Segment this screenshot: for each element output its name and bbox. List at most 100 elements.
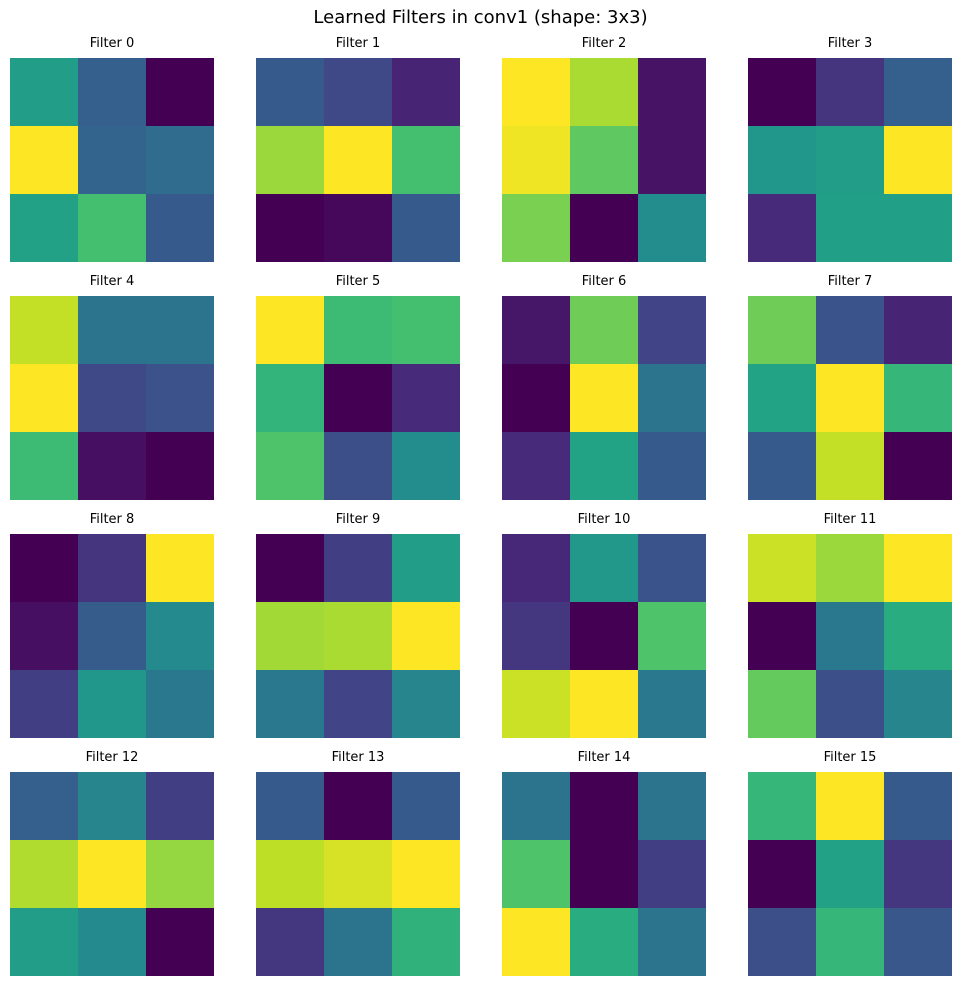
heatmap-cell-r2-c2 — [638, 908, 706, 976]
heatmap-cell-r2-c1 — [816, 194, 885, 262]
chart-title: Learned Filters in conv1 (shape: 3x3) — [313, 7, 648, 28]
heatmap-cell-r2-c2 — [392, 670, 460, 738]
heatmap-cell-r1-c1 — [816, 126, 885, 195]
heatmap-cell-r0-c1 — [324, 58, 393, 127]
heatmap-cell-r0-c1 — [324, 534, 393, 603]
heatmap-cell-r1-c2 — [146, 840, 214, 909]
heatmap-cell-r1-c0 — [502, 126, 571, 195]
heatmap-cell-r1-c2 — [884, 364, 952, 433]
heatmap-cell-r1-c1 — [78, 364, 147, 433]
filter-title: Filter 8 — [89, 512, 135, 527]
heatmap-cell-r2-c1 — [324, 432, 393, 500]
heatmap-cell-r0-c2 — [392, 772, 460, 841]
heatmap-cell-r1-c0 — [748, 364, 817, 433]
heatmap-cell-r2-c2 — [146, 432, 214, 500]
heatmap-cell-r2-c1 — [570, 194, 639, 262]
heatmap-cell-r2-c1 — [570, 432, 639, 500]
heatmap-cell-r2-c0 — [502, 670, 571, 738]
heatmap-cell-r2-c2 — [146, 194, 214, 262]
filter-title: Filter 7 — [827, 274, 873, 289]
heatmap-cell-r0-c0 — [256, 534, 325, 603]
heatmap-cell-r0-c0 — [10, 296, 79, 365]
heatmap-cell-r2-c1 — [570, 670, 639, 738]
heatmap-cell-r1-c1 — [324, 602, 393, 671]
heatmap-cell-r0-c2 — [146, 534, 214, 603]
heatmap-cell-r0-c1 — [570, 58, 639, 127]
heatmap-cell-r1-c1 — [570, 364, 639, 433]
heatmap-cell-r0-c0 — [748, 58, 817, 127]
heatmap-cell-r2-c2 — [146, 670, 214, 738]
filter-heatmap — [256, 296, 460, 500]
heatmap-cell-r1-c1 — [324, 840, 393, 909]
heatmap-cell-r2-c1 — [78, 670, 147, 738]
heatmap-cell-r1-c0 — [748, 840, 817, 909]
heatmap-cell-r0-c0 — [502, 534, 571, 603]
heatmap-cell-r2-c0 — [502, 194, 571, 262]
filter-title: Filter 13 — [331, 750, 385, 765]
heatmap-cell-r0-c2 — [638, 296, 706, 365]
heatmap-cell-r1-c2 — [884, 840, 952, 909]
heatmap-cell-r0-c0 — [502, 58, 571, 127]
heatmap-cell-r0-c2 — [884, 772, 952, 841]
filter-title: Filter 11 — [823, 512, 877, 527]
heatmap-cell-r0-c2 — [392, 296, 460, 365]
heatmap-cell-r0-c2 — [146, 772, 214, 841]
heatmap-cell-r0-c0 — [10, 772, 79, 841]
heatmap-cell-r2-c0 — [10, 432, 79, 500]
heatmap-cell-r2-c2 — [392, 194, 460, 262]
filter-heatmap — [10, 534, 214, 738]
filter-heatmap — [256, 534, 460, 738]
heatmap-cell-r2-c0 — [748, 670, 817, 738]
heatmap-cell-r1-c1 — [570, 126, 639, 195]
heatmap-cell-r0-c0 — [10, 534, 79, 603]
filter-title: Filter 2 — [581, 36, 627, 51]
heatmap-cell-r1-c1 — [570, 840, 639, 909]
heatmap-cell-r1-c1 — [78, 602, 147, 671]
heatmap-cell-r2-c2 — [392, 432, 460, 500]
heatmap-cell-r1-c0 — [10, 126, 79, 195]
heatmap-cell-r2-c2 — [884, 908, 952, 976]
heatmap-cell-r0-c0 — [256, 296, 325, 365]
heatmap-cell-r2-c2 — [638, 432, 706, 500]
heatmap-cell-r0-c1 — [78, 58, 147, 127]
heatmap-cell-r1-c0 — [256, 602, 325, 671]
heatmap-cell-r2-c1 — [324, 194, 393, 262]
heatmap-cell-r0-c1 — [570, 296, 639, 365]
filter-heatmap — [502, 58, 706, 262]
heatmap-cell-r1-c2 — [392, 840, 460, 909]
heatmap-cell-r0-c1 — [570, 534, 639, 603]
heatmap-cell-r1-c1 — [324, 364, 393, 433]
heatmap-cell-r1-c2 — [392, 126, 460, 195]
filter-heatmap — [748, 534, 952, 738]
heatmap-cell-r1-c0 — [10, 840, 79, 909]
filter-title: Filter 3 — [827, 36, 873, 51]
heatmap-cell-r0-c1 — [816, 58, 885, 127]
heatmap-cell-r2-c2 — [884, 670, 952, 738]
heatmap-cell-r0-c1 — [78, 296, 147, 365]
heatmap-cell-r1-c2 — [638, 364, 706, 433]
filter-heatmap — [502, 296, 706, 500]
heatmap-cell-r1-c1 — [78, 840, 147, 909]
heatmap-cell-r1-c2 — [638, 602, 706, 671]
heatmap-cell-r0-c1 — [816, 772, 885, 841]
heatmap-cell-r2-c2 — [146, 908, 214, 976]
filter-title: Filter 10 — [577, 512, 631, 527]
heatmap-cell-r2-c1 — [816, 670, 885, 738]
heatmap-cell-r0-c2 — [884, 58, 952, 127]
heatmap-cell-r0-c1 — [78, 772, 147, 841]
heatmap-cell-r0-c1 — [570, 772, 639, 841]
heatmap-cell-r2-c2 — [884, 432, 952, 500]
heatmap-cell-r0-c2 — [638, 58, 706, 127]
heatmap-cell-r0-c0 — [502, 772, 571, 841]
heatmap-cell-r0-c2 — [638, 534, 706, 603]
filter-title: Filter 9 — [335, 512, 381, 527]
heatmap-cell-r1-c0 — [502, 840, 571, 909]
filter-heatmap — [10, 772, 214, 976]
heatmap-cell-r2-c0 — [748, 908, 817, 976]
heatmap-cell-r2-c1 — [816, 908, 885, 976]
heatmap-cell-r0-c0 — [502, 296, 571, 365]
filter-title: Filter 14 — [577, 750, 631, 765]
heatmap-cell-r0-c0 — [748, 534, 817, 603]
heatmap-cell-r2-c2 — [884, 194, 952, 262]
heatmap-cell-r1-c0 — [748, 602, 817, 671]
